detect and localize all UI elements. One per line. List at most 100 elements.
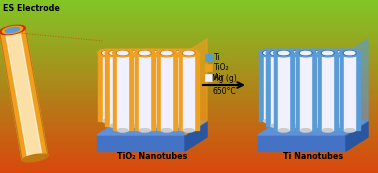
Ellipse shape (336, 51, 349, 55)
Ellipse shape (264, 51, 274, 55)
Ellipse shape (308, 119, 318, 123)
Bar (178, 53, 199, 130)
Bar (169, 53, 179, 121)
Ellipse shape (325, 49, 345, 57)
Ellipse shape (293, 124, 304, 127)
Bar (110, 53, 121, 126)
Ellipse shape (279, 129, 289, 132)
Bar (183, 53, 194, 130)
Bar (142, 53, 162, 121)
Bar (135, 53, 155, 130)
Ellipse shape (113, 49, 133, 57)
Bar (147, 53, 157, 121)
Ellipse shape (147, 51, 157, 55)
Ellipse shape (110, 51, 121, 55)
Ellipse shape (124, 51, 136, 55)
Bar (139, 53, 150, 130)
Text: 650°C: 650°C (212, 87, 236, 96)
Ellipse shape (339, 49, 360, 57)
Ellipse shape (142, 49, 162, 57)
Ellipse shape (301, 51, 311, 55)
Bar (332, 53, 352, 126)
Ellipse shape (160, 51, 173, 55)
Bar (125, 53, 135, 121)
Bar (318, 53, 338, 130)
Ellipse shape (5, 27, 20, 33)
Ellipse shape (146, 51, 158, 55)
Ellipse shape (183, 51, 195, 55)
Ellipse shape (120, 49, 140, 57)
Ellipse shape (103, 119, 113, 123)
Bar (149, 53, 169, 126)
Ellipse shape (314, 51, 327, 55)
Ellipse shape (270, 51, 283, 55)
Bar (322, 53, 333, 130)
Ellipse shape (132, 51, 143, 55)
Ellipse shape (318, 49, 338, 57)
Bar (301, 53, 311, 130)
Ellipse shape (343, 51, 356, 55)
Ellipse shape (169, 119, 179, 123)
Ellipse shape (176, 51, 187, 55)
Bar (205, 64, 212, 71)
Bar (161, 53, 172, 130)
Bar (176, 53, 187, 126)
Ellipse shape (310, 49, 330, 57)
Text: Air: Air (214, 73, 225, 82)
Bar (293, 53, 304, 126)
Polygon shape (185, 121, 207, 151)
Ellipse shape (330, 51, 340, 55)
Ellipse shape (116, 51, 129, 55)
Ellipse shape (178, 49, 199, 57)
Bar (264, 53, 274, 121)
Bar (113, 53, 133, 130)
Bar (171, 53, 191, 126)
Bar (308, 53, 318, 121)
Bar (98, 53, 118, 121)
Ellipse shape (139, 129, 150, 132)
Ellipse shape (271, 124, 282, 127)
Ellipse shape (315, 51, 325, 55)
Ellipse shape (344, 51, 355, 55)
Ellipse shape (161, 129, 172, 132)
Ellipse shape (277, 51, 290, 55)
Bar (154, 53, 164, 126)
Bar (156, 53, 177, 130)
Bar (266, 53, 287, 126)
Ellipse shape (2, 26, 22, 34)
Polygon shape (0, 28, 48, 160)
Bar (279, 53, 289, 130)
Ellipse shape (138, 51, 151, 55)
Bar (337, 53, 348, 126)
Bar (344, 53, 355, 130)
Ellipse shape (286, 51, 296, 55)
Ellipse shape (259, 49, 279, 57)
Polygon shape (5, 29, 42, 159)
Bar (339, 53, 360, 130)
Ellipse shape (156, 49, 177, 57)
Polygon shape (185, 39, 207, 135)
Ellipse shape (285, 51, 297, 55)
Ellipse shape (176, 124, 187, 127)
Bar (325, 53, 345, 121)
Ellipse shape (183, 51, 194, 55)
Text: Ti: Ti (214, 53, 221, 62)
Bar (127, 53, 147, 126)
Ellipse shape (315, 124, 325, 127)
Ellipse shape (135, 49, 155, 57)
Ellipse shape (303, 49, 323, 57)
Ellipse shape (330, 119, 340, 123)
Ellipse shape (154, 124, 164, 127)
Ellipse shape (292, 51, 305, 55)
Text: Mg (g): Mg (g) (212, 74, 236, 83)
Ellipse shape (109, 51, 122, 55)
Ellipse shape (98, 49, 118, 57)
Bar (281, 53, 301, 121)
Bar (205, 74, 212, 81)
Polygon shape (97, 135, 185, 151)
Ellipse shape (281, 49, 301, 57)
Polygon shape (97, 121, 207, 135)
Bar (105, 53, 125, 126)
Ellipse shape (183, 129, 194, 132)
Ellipse shape (118, 129, 128, 132)
